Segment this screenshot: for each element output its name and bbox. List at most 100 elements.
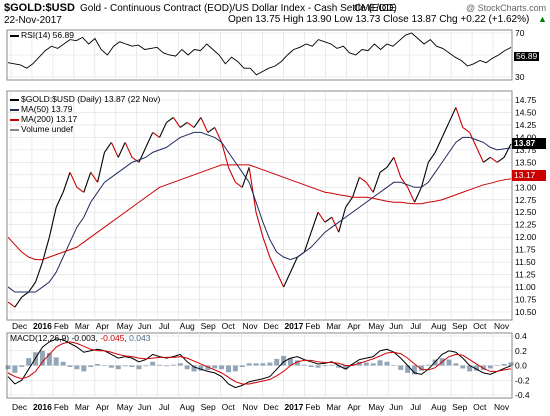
macd-histogram-bar [267, 362, 273, 366]
macd-histogram-bar [405, 365, 411, 373]
rsi-legend-swatch [10, 34, 19, 37]
x-tick-label-bottom: Aug [180, 402, 195, 412]
price-segment [48, 207, 57, 238]
price-legend-2: MA(200) 13.17 [10, 115, 77, 124]
price-segment [414, 187, 422, 203]
price-segment [283, 271, 292, 288]
price-segment [21, 291, 29, 298]
price-segment [235, 181, 243, 188]
x-tick-label-bottom: Nov [494, 402, 510, 412]
x-tick-label: Dec [12, 321, 28, 331]
exchange-label: CME/ICE [354, 3, 396, 14]
price-tick-label: 13.00 [515, 182, 537, 192]
price-tick-label: 13.75 [515, 145, 537, 155]
macd-histogram-bar [88, 365, 94, 367]
macd-histogram-bar [336, 365, 342, 368]
price-segment [207, 126, 216, 133]
macd-histogram-bar [19, 365, 25, 367]
price-segment [131, 156, 140, 163]
macd-histogram-bar [115, 365, 121, 370]
price-segment [476, 147, 484, 163]
price-segment [393, 157, 402, 178]
rsi-line [7, 32, 512, 76]
macd-legend-hist: 0.043 [129, 333, 151, 343]
price-segment [448, 107, 457, 123]
chart-date: 22-Nov-2017 [4, 15, 62, 26]
x-tick-label-bottom: Jun [138, 402, 152, 412]
price-legend-swatch [10, 98, 19, 101]
x-tick-label-bottom: Dec [264, 402, 280, 412]
price-segment [255, 212, 264, 238]
price-legend-0: $GOLD:$USD (Daily) 13.87 (22 Nov) [10, 95, 160, 104]
macd-histogram-bar [418, 365, 424, 371]
macd-histogram-bar [212, 365, 218, 369]
macd-tick-label: 0.4 [515, 331, 527, 341]
price-tick-label: 11.50 [515, 257, 536, 267]
price-segment [496, 156, 505, 163]
rsi-tick-label: 30 [515, 72, 525, 82]
price-segment [145, 132, 154, 148]
x-tick-label: Nov [494, 321, 510, 331]
price-segment [179, 122, 188, 128]
macd-histogram-bar [301, 364, 307, 366]
x-tick-label-bottom: Nov [243, 402, 259, 412]
x-tick-label-bottom: Apr [96, 402, 109, 412]
macd-histogram-bar [453, 363, 459, 366]
macd-histogram-bar [260, 363, 266, 366]
x-tick-label: Jun [389, 321, 403, 331]
x-tick-label: 2016 [33, 321, 52, 331]
price-segment [110, 142, 119, 158]
price-segment [469, 132, 478, 148]
signal-line [7, 341, 512, 385]
x-tick-label-bottom: Jul [159, 402, 170, 412]
price-segment [455, 107, 464, 128]
x-tick-label: Oct [222, 321, 236, 331]
rsi-current-label: 56.89 [514, 51, 540, 61]
ma200-legend-label: MA(200) 13.17 [21, 114, 78, 124]
macd-histogram-bar [143, 365, 149, 367]
macd-histogram-bar [136, 365, 142, 370]
x-tick-label: Apr [96, 321, 109, 331]
macd-histogram-bar [157, 364, 163, 366]
rsi-legend-label: RSI(14) 56.89 [21, 30, 74, 40]
macd-histogram-bar [170, 364, 176, 366]
macd-plot [5, 335, 514, 396]
macd-histogram-bar [384, 361, 390, 366]
price-segment [69, 172, 78, 188]
x-tick-label: Nov [243, 321, 259, 331]
price-plot [7, 99, 512, 313]
price-segment [76, 186, 85, 193]
x-tick-label-bottom: Aug [431, 402, 446, 412]
ma200-last-marker [512, 170, 546, 181]
x-tick-label-bottom: Oct [222, 402, 236, 412]
x-tick-label: Sep [201, 321, 216, 331]
macd-histogram-bar [274, 358, 280, 366]
macd-histogram-bar [315, 365, 321, 368]
x-tick-label-bottom: Sep [201, 402, 216, 412]
price-segment [359, 176, 367, 183]
macd-histogram-bar [163, 365, 169, 367]
price-segment [55, 192, 64, 208]
macd-histogram-bar [177, 363, 183, 366]
macd-histogram-bar [67, 365, 73, 367]
rsi-panel-frame [6, 29, 513, 81]
macd-histogram-bar [46, 352, 52, 366]
x-tick-label-bottom: Mar [75, 402, 90, 412]
price-tick-label: 12.00 [515, 232, 537, 242]
price-segment [166, 117, 174, 123]
price-segment [227, 167, 236, 183]
price-segment [420, 162, 429, 188]
price-segment [434, 137, 443, 153]
price-segment [310, 212, 319, 233]
x-tick-label-bottom: 2017 [284, 402, 303, 412]
price-segment [352, 177, 360, 198]
macd-histogram-bar [129, 365, 135, 367]
ma50-line [7, 131, 512, 293]
last-ma200-label: 13.17 [514, 170, 536, 180]
x-tick-label: Oct [473, 321, 487, 331]
macd-histogram-bar [288, 358, 294, 366]
x-tick-label: Mar [75, 321, 90, 331]
symbol-description: Gold - Continuous Contract (EOD)/US Doll… [80, 3, 397, 14]
macd-histogram-bar [432, 359, 438, 366]
